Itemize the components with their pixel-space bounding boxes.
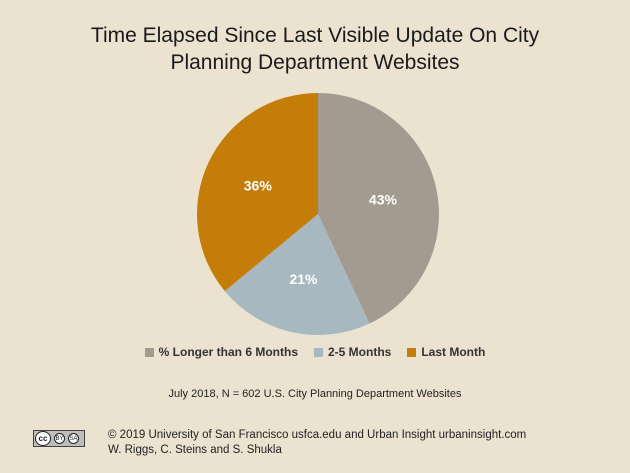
legend-label: % Longer than 6 Months — [158, 345, 298, 359]
chart-title: Time Elapsed Since Last Visible Update O… — [0, 22, 630, 76]
slice-longer-than-6-months — [318, 93, 439, 324]
credits-line-1: © 2019 University of San Francisco usfca… — [108, 429, 527, 441]
by-icon: BY — [54, 433, 65, 444]
slice-2-5-months — [224, 214, 370, 336]
credits: © 2019 University of San Francisco usfca… — [108, 428, 526, 458]
slice-last-month — [196, 92, 318, 292]
slice-label: 43% — [369, 191, 398, 207]
legend-item-2-5-months: 2-5 Months — [314, 345, 391, 359]
cc-license-badge: cc BY SA — [33, 430, 85, 447]
slice-label: 21% — [289, 271, 318, 287]
legend-item-last-month: Last Month — [407, 345, 485, 359]
chart-note: July 2018, N = 602 U.S. City Planning De… — [168, 388, 462, 400]
legend-swatch — [314, 347, 323, 357]
chart-title-line-2: Planning Department Websites — [170, 51, 460, 74]
legend-label: 2-5 Months — [328, 345, 392, 359]
slice-label: 36% — [244, 178, 273, 194]
chart-title-line-1: Time Elapsed Since Last Visible Update O… — [90, 24, 540, 47]
credits-line-2: W. Riggs, C. Steins and S. Shukla — [108, 444, 282, 456]
legend-swatch — [407, 347, 417, 357]
sa-icon: SA — [68, 433, 79, 444]
legend: % Longer than 6 Months 2-5 Months Last M… — [0, 345, 630, 359]
legend-label: Last Month — [421, 345, 486, 359]
legend-item-longer-than-6-months: % Longer than 6 Months — [144, 345, 298, 359]
legend-swatch — [144, 347, 154, 357]
cc-icon: cc — [35, 431, 51, 446]
